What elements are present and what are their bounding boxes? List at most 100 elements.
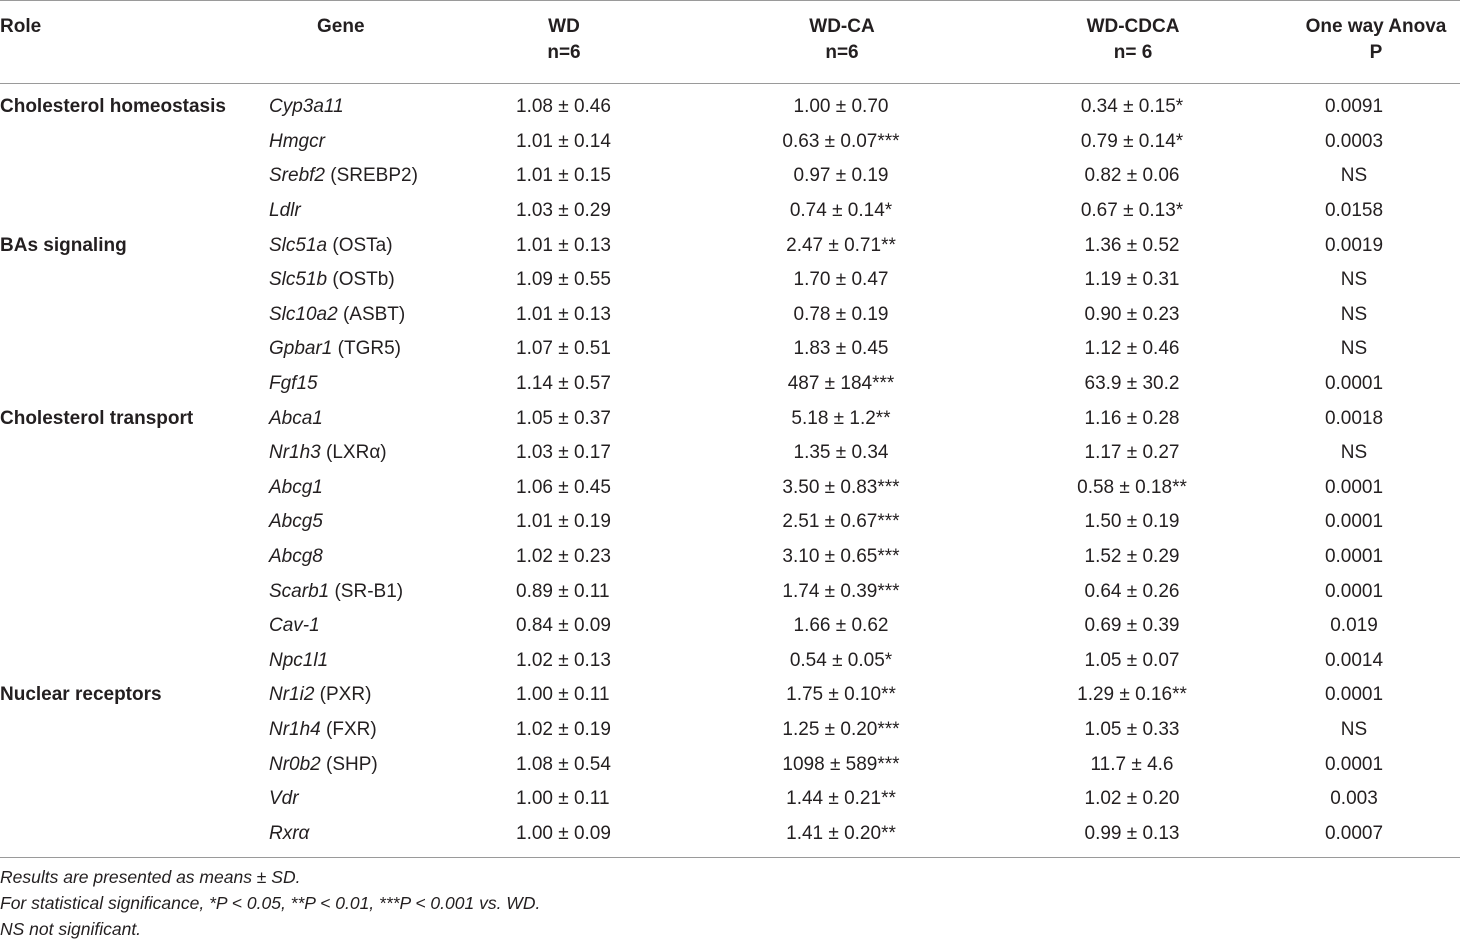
cell-role xyxy=(0,159,258,194)
cell-role xyxy=(0,505,258,540)
header-wd-line1: WD xyxy=(548,16,580,37)
table-row: Nr1h3 (LXRα) 1.03 ± 0.17 1.35 ± 0.34 1.17 ±… xyxy=(0,436,1460,471)
table-row: Slc10a2 (ASBT) 1.01 ± 0.13 0.78 ± 0.19 0.90… xyxy=(0,298,1460,333)
cell-anova-p: 0.003 xyxy=(1330,788,1378,810)
gene-symbol: Gpbar1 xyxy=(269,338,333,360)
cell-wd: 1.02 ± 0.13 xyxy=(516,649,611,671)
table-header: Role Gene WD n=6 WD-CA n=6 WD-CDCA n= 6 One… xyxy=(0,0,1460,84)
footnote-significance: For statistical significance, *P < 0.05,… xyxy=(0,893,541,914)
cell-wd-cdca: 0.99 ± 0.13 xyxy=(1084,822,1180,844)
cell-wd-ca: 1.00 ± 0.70 xyxy=(793,96,889,118)
cell-anova-p: 0.019 xyxy=(1330,615,1378,637)
table-row: Rxrα 1.00 ± 0.09 1.41 ± 0.20** 0.99 ± 0.13 0… xyxy=(0,816,1460,858)
cell-wd-cdca: 0.64 ± 0.26 xyxy=(1084,580,1180,602)
cell-gene: Scarb1 (SR-B1) xyxy=(258,574,430,609)
cell-wd: 1.03 ± 0.29 xyxy=(516,200,611,222)
cell-wd-cdca: 1.02 ± 0.20 xyxy=(1084,788,1180,810)
cell-wd-cdca: 0.69 ± 0.39 xyxy=(1084,615,1180,637)
cell-wd-ca: 3.50 ± 0.83*** xyxy=(782,476,900,498)
table-row: Srebf2 (SREBP2) 1.01 ± 0.15 0.97 ± 0.19 0.8… xyxy=(0,159,1460,194)
gene-alias: (PXR) xyxy=(314,684,372,706)
cell-wd-ca: 2.47 ± 0.71** xyxy=(786,234,896,256)
gene-symbol: Nr0b2 xyxy=(269,753,321,775)
cell-anova-p: 0.0019 xyxy=(1324,234,1384,256)
table-row: Slc51b (OSTb) 1.09 ± 0.55 1.70 ± 0.47 1.19 … xyxy=(0,263,1460,298)
cell-wd-cdca: 1.29 ± 0.16** xyxy=(1077,684,1187,706)
gene-symbol: Ldlr xyxy=(269,200,301,222)
table-row: BAs signaling Slc51a (OSTa) 1.01 ± 0.13 2.4… xyxy=(0,228,1460,263)
cell-wd-ca: 1.66 ± 0.62 xyxy=(793,615,889,637)
cell-anova-p: NS xyxy=(1340,338,1368,360)
cell-wd-ca: 1.44 ± 0.21** xyxy=(786,788,896,810)
cell-anova-p: 0.0001 xyxy=(1324,684,1384,706)
cell-wd: 1.08 ± 0.54 xyxy=(516,753,611,775)
gene-symbol: Abcg5 xyxy=(269,511,323,533)
cell-wd-ca: 3.10 ± 0.65*** xyxy=(782,546,900,568)
cell-gene: Rxrα xyxy=(258,816,430,857)
cell-wd-ca: 1.35 ± 0.34 xyxy=(793,442,889,464)
table-row: Abcg1 1.06 ± 0.45 3.50 ± 0.83*** 0.58 ± 0.1… xyxy=(0,471,1460,506)
cell-wd-cdca: 0.82 ± 0.06 xyxy=(1084,165,1180,187)
cell-role: Cholesterol homeostasis xyxy=(0,96,226,118)
gene-symbol: Cyp3a11 xyxy=(269,96,344,118)
gene-alias: (SREBP2) xyxy=(324,165,418,187)
cell-anova-p: 0.0091 xyxy=(1324,96,1384,118)
gene-symbol: Npc1l1 xyxy=(269,649,329,671)
footnote-ns: NS not significant. xyxy=(0,919,142,940)
table-row: Vdr 1.00 ± 0.11 1.44 ± 0.21** 1.02 ± 0.20 0.… xyxy=(0,782,1460,817)
cell-wd-cdca: 0.79 ± 0.14* xyxy=(1080,130,1184,152)
cell-role xyxy=(0,125,258,160)
cell-wd: 1.03 ± 0.17 xyxy=(516,442,611,464)
cell-gene: Abca1 xyxy=(258,401,430,436)
table-row: Hmgcr 1.01 ± 0.14 0.63 ± 0.07*** 0.79 ± 0.1… xyxy=(0,125,1460,160)
gene-symbol: Slc10a2 xyxy=(269,303,338,325)
table-row: Fgf15 1.14 ± 0.57 487 ± 184*** 63.9 ± 30.2 0… xyxy=(0,367,1460,402)
cell-gene: Abcg8 xyxy=(258,540,430,575)
cell-anova-p: 0.0014 xyxy=(1324,649,1384,671)
cell-gene: Npc1l1 xyxy=(258,644,430,679)
header-gene: Gene xyxy=(258,0,430,84)
cell-wd: 1.06 ± 0.45 xyxy=(516,476,611,498)
table-row: Cav-1 0.84 ± 0.09 1.66 ± 0.62 0.69 ± 0.39 0.… xyxy=(0,609,1460,644)
cell-gene: Nr1h4 (FXR) xyxy=(258,713,430,748)
cell-role xyxy=(0,298,258,333)
cell-wd-ca: 0.54 ± 0.05* xyxy=(789,649,893,671)
cell-wd-cdca: 0.90 ± 0.23 xyxy=(1084,303,1180,325)
cell-wd-cdca: 1.12 ± 0.46 xyxy=(1084,338,1180,360)
cell-wd-ca: 487 ± 184*** xyxy=(787,373,895,395)
cell-anova-p: 0.0001 xyxy=(1324,546,1384,568)
cell-wd-ca: 0.78 ± 0.19 xyxy=(793,303,889,325)
gene-symbol: Abca1 xyxy=(269,407,323,429)
cell-role: Cholesterol transport xyxy=(0,407,194,429)
cell-wd-ca: 0.74 ± 0.14* xyxy=(789,200,893,222)
cell-gene: Ldlr xyxy=(258,194,430,229)
cell-role xyxy=(0,540,258,575)
cell-role xyxy=(0,574,258,609)
cell-wd: 1.05 ± 0.37 xyxy=(516,407,611,429)
table-footnotes: Results are presented as means ± SD. For… xyxy=(0,858,1460,942)
cell-gene: Slc10a2 (ASBT) xyxy=(258,298,430,333)
cell-wd: 0.84 ± 0.09 xyxy=(516,615,611,637)
cell-wd-ca: 5.18 ± 1.2** xyxy=(791,407,891,429)
cell-anova-p: NS xyxy=(1340,269,1368,291)
gene-symbol: Nr1h4 xyxy=(269,718,321,740)
cell-role xyxy=(0,713,258,748)
gene-symbol: Srebf2 xyxy=(269,165,325,187)
cell-gene: Srebf2 (SREBP2) xyxy=(258,159,430,194)
cell-anova-p: NS xyxy=(1340,303,1368,325)
gene-symbol: Abcg8 xyxy=(269,546,323,568)
cell-anova-p: 0.0018 xyxy=(1324,407,1384,429)
table-row: Gpbar1 (TGR5) 1.07 ± 0.51 1.83 ± 0.45 1.12 … xyxy=(0,332,1460,367)
cell-gene: Nr0b2 (SHP) xyxy=(258,747,430,782)
gene-symbol: Rxrα xyxy=(269,822,310,844)
table-row: Ldlr 1.03 ± 0.29 0.74 ± 0.14* 0.67 ± 0.13* 0… xyxy=(0,194,1460,229)
cell-wd: 1.01 ± 0.14 xyxy=(516,130,611,152)
cell-role xyxy=(0,747,258,782)
cell-wd-ca: 1.25 ± 0.20*** xyxy=(782,718,900,740)
cell-wd: 1.09 ± 0.55 xyxy=(516,269,611,291)
cell-wd: 1.08 ± 0.46 xyxy=(516,96,611,118)
cell-gene: Slc51a (OSTa) xyxy=(258,228,430,263)
cell-wd-cdca: 0.34 ± 0.15* xyxy=(1080,96,1184,118)
gene-symbol: Fgf15 xyxy=(269,373,318,395)
